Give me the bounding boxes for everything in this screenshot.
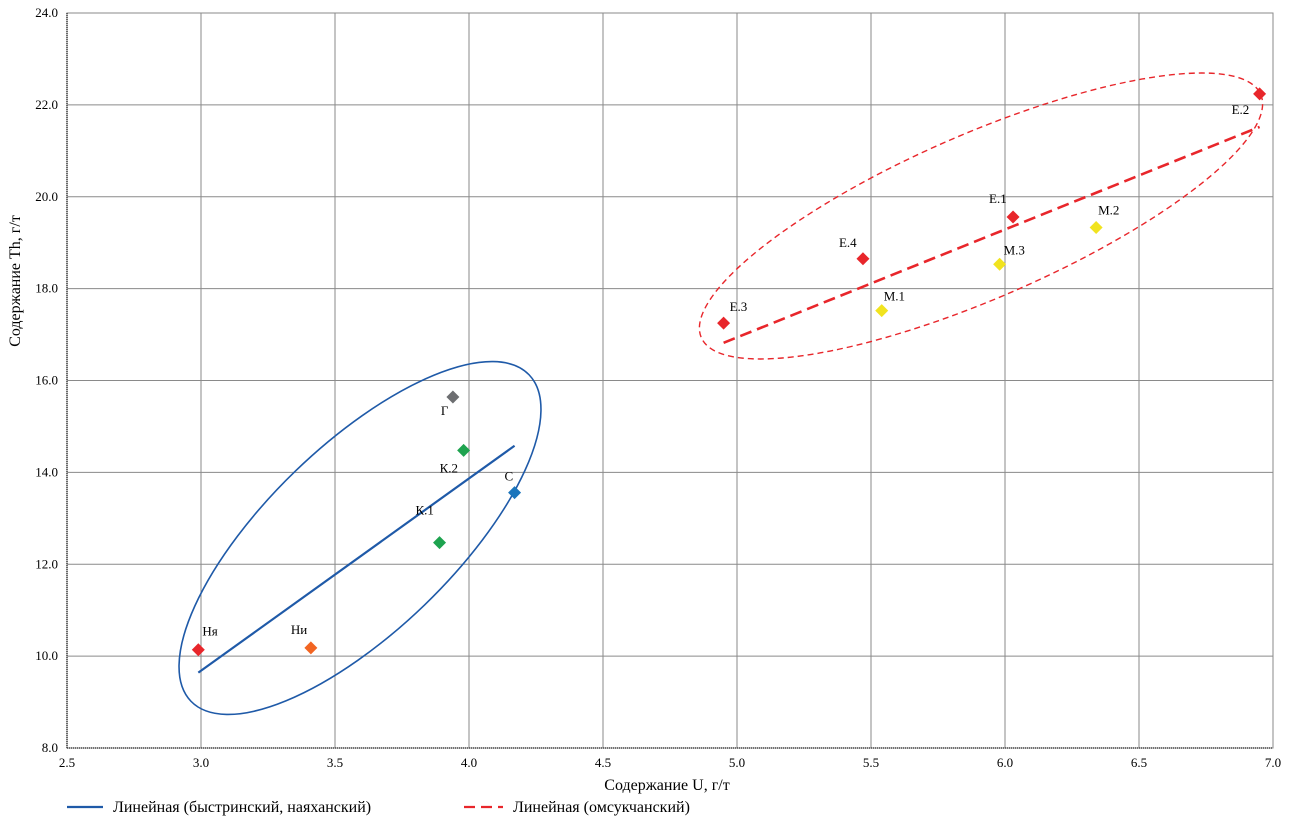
- ellipse-omsukchansky: [698, 72, 1264, 360]
- point-label: К.1: [416, 503, 434, 518]
- trendlines: [197, 125, 1261, 674]
- point-label: М.2: [1098, 203, 1119, 218]
- y-tick-label: 10.0: [35, 648, 58, 663]
- y-tick-label: 12.0: [35, 556, 58, 571]
- point-label: Ня: [202, 624, 217, 639]
- x-tick-label: 5.5: [863, 755, 879, 770]
- point-label: К.2: [440, 460, 458, 475]
- point-marker: [993, 257, 1007, 271]
- point-marker: [191, 643, 205, 657]
- point-label: Е.2: [1232, 102, 1250, 117]
- y-tick-label: 14.0: [35, 464, 58, 479]
- point-label: Е.1: [989, 191, 1007, 206]
- point-label: Е.4: [839, 235, 857, 250]
- point-marker: [1253, 87, 1267, 101]
- legend: Линейная (быстринский, наяханский) Линей…: [67, 799, 690, 816]
- point-marker: [856, 252, 870, 266]
- point-marker: [304, 641, 318, 655]
- ellipse-bystrinsky: [178, 360, 542, 716]
- point-marker: [1089, 221, 1103, 235]
- y-tick-label: 18.0: [35, 281, 58, 296]
- point-label: С: [505, 469, 514, 484]
- point-marker: [875, 304, 889, 318]
- x-axis-label: Содержание U, г/т: [604, 777, 729, 794]
- y-tick-label: 22.0: [35, 97, 58, 112]
- x-tick-label: 3.0: [193, 755, 209, 770]
- point-marker: [433, 536, 447, 550]
- y-tick-label: 16.0: [35, 373, 58, 388]
- data-points: Ня Ни К.1 К.2 Г С Е.3 Е.4 Е.1 Е.2 М.1 М.3 М.2: [191, 87, 1267, 657]
- trendline-bystrinsky: [197, 444, 516, 674]
- x-tick-label: 5.0: [729, 755, 745, 770]
- point-marker: [457, 443, 471, 457]
- point-label: Е.3: [730, 299, 748, 314]
- x-tick-label: 6.0: [997, 755, 1013, 770]
- legend-label-blue: Линейная (быстринский, наяханский): [113, 799, 371, 816]
- trendline-omsukchansky: [723, 125, 1261, 345]
- y-tick-label: 24.0: [35, 5, 58, 20]
- x-tick-label: 2.5: [59, 755, 75, 770]
- x-tick-label: 7.0: [1265, 755, 1281, 770]
- point-label: Г: [441, 403, 449, 418]
- y-axis-label: Содержание Th, г/т: [7, 215, 24, 347]
- legend-label-red: Линейная (омсукчанский): [513, 799, 690, 816]
- point-marker: [717, 316, 731, 330]
- y-tick-label: 8.0: [42, 740, 58, 755]
- tick-labels: 2.5 3.0 3.5 4.0 4.5 5.0 5.5 6.0 6.5 7.0 8.0 10.0 12.…: [35, 5, 1281, 770]
- point-marker: [508, 486, 522, 500]
- point-marker: [446, 390, 460, 404]
- point-marker: [1006, 210, 1020, 224]
- x-tick-label: 4.0: [461, 755, 477, 770]
- grid: [66, 12, 1274, 749]
- x-tick-label: 3.5: [327, 755, 343, 770]
- y-tick-label: 20.0: [35, 189, 58, 204]
- point-label: М.3: [1004, 242, 1025, 257]
- point-label: М.1: [884, 289, 905, 304]
- point-label: Ни: [291, 622, 307, 637]
- x-tick-label: 4.5: [595, 755, 611, 770]
- x-tick-label: 6.5: [1131, 755, 1147, 770]
